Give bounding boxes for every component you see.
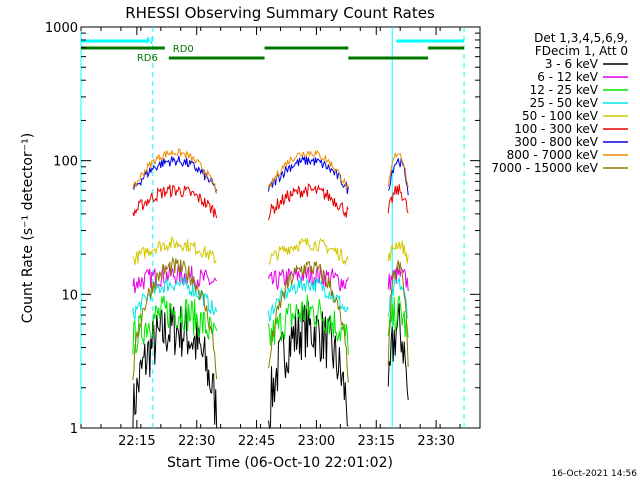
x-tick-label-0: 22:15	[118, 434, 155, 449]
series-line-8-seg-0	[132, 256, 218, 381]
y-tick-label-2: 100	[53, 155, 78, 170]
series-line-2-seg-0	[132, 295, 218, 355]
series-line-2-seg-2	[387, 295, 409, 338]
y-tick-label-1: 10	[61, 288, 78, 303]
series-line-6-seg-2	[387, 158, 409, 196]
y-tick-label-0: 1	[70, 422, 78, 437]
orbit-markers: N RD0 RD6	[80, 27, 465, 428]
y-axis-label: Count Rate (s⁻¹ detector⁻¹)	[20, 133, 36, 323]
legend-label-5: 100 - 300 keV	[514, 122, 598, 136]
series-line-4-seg-1	[268, 237, 349, 267]
legend-label-3: 25 - 50 keV	[530, 96, 599, 110]
series-line-1-seg-2	[387, 265, 409, 292]
x-tick-label-3: 23:00	[298, 434, 335, 449]
y-tick-label-3: 1000	[45, 21, 78, 36]
night-label: N	[146, 36, 153, 47]
render-timestamp: 16-Oct-2021 14:56	[552, 469, 638, 479]
series-line-2-seg-1	[268, 294, 349, 355]
plot-frame	[80, 26, 481, 429]
series-layer	[132, 148, 409, 430]
series-line-7-seg-2	[387, 152, 409, 188]
x-tick-label-1: 22:30	[178, 434, 215, 449]
x-tick-label-2: 22:45	[238, 434, 275, 449]
series-line-5-seg-2	[387, 184, 409, 214]
series-line-0-seg-0	[132, 303, 218, 429]
legend-header-line-2: FDecim 1, Att 0	[535, 44, 628, 58]
series-line-8-seg-1	[268, 261, 349, 383]
saa-label-rd6: RD6	[137, 53, 158, 64]
legend-label-0: 3 - 6 keV	[545, 57, 599, 71]
x-tick-label-4: 23:15	[358, 434, 395, 449]
legend-label-8: 7000 - 15000 keV	[491, 161, 598, 175]
series-line-6-seg-0	[132, 155, 218, 193]
legend-label-6: 300 - 800 keV	[514, 135, 598, 149]
legend-label-7: 800 - 7000 keV	[507, 148, 599, 162]
series-line-8-seg-2	[387, 260, 409, 367]
x-axis-label: Start Time (06-Oct-10 22:01:02)	[167, 455, 393, 471]
series-line-4-seg-2	[387, 240, 409, 264]
chart-title: RHESSI Observing Summary Count Rates	[125, 4, 435, 22]
legend-header-line-1: Det 1,3,4,5,6,9,	[534, 31, 628, 45]
x-axis: 22:15 22:30 22:45 23:00 23:15 23:30	[80, 27, 481, 449]
series-line-1-seg-0	[132, 264, 218, 294]
legend-label-2: 12 - 25 keV	[530, 83, 599, 97]
series-line-1-seg-1	[268, 264, 349, 293]
series-line-0-seg-2	[387, 303, 409, 400]
series-line-7-seg-1	[268, 149, 349, 190]
legend-label-1: 6 - 12 keV	[537, 70, 599, 84]
legend-label-4: 50 - 100 keV	[522, 109, 599, 123]
series-line-5-seg-1	[268, 183, 349, 221]
saa-label-rd0: RD0	[173, 44, 194, 55]
y-axis: 1 10 100 1000	[45, 21, 480, 437]
series-line-7-seg-0	[132, 148, 218, 194]
legend: Det 1,3,4,5,6,9, FDecim 1, Att 0 3 - 6 k…	[491, 31, 628, 175]
series-line-0-seg-1	[268, 301, 349, 430]
x-tick-label-5: 23:30	[417, 434, 454, 449]
series-line-5-seg-0	[132, 184, 218, 219]
series-line-4-seg-0	[132, 236, 217, 266]
